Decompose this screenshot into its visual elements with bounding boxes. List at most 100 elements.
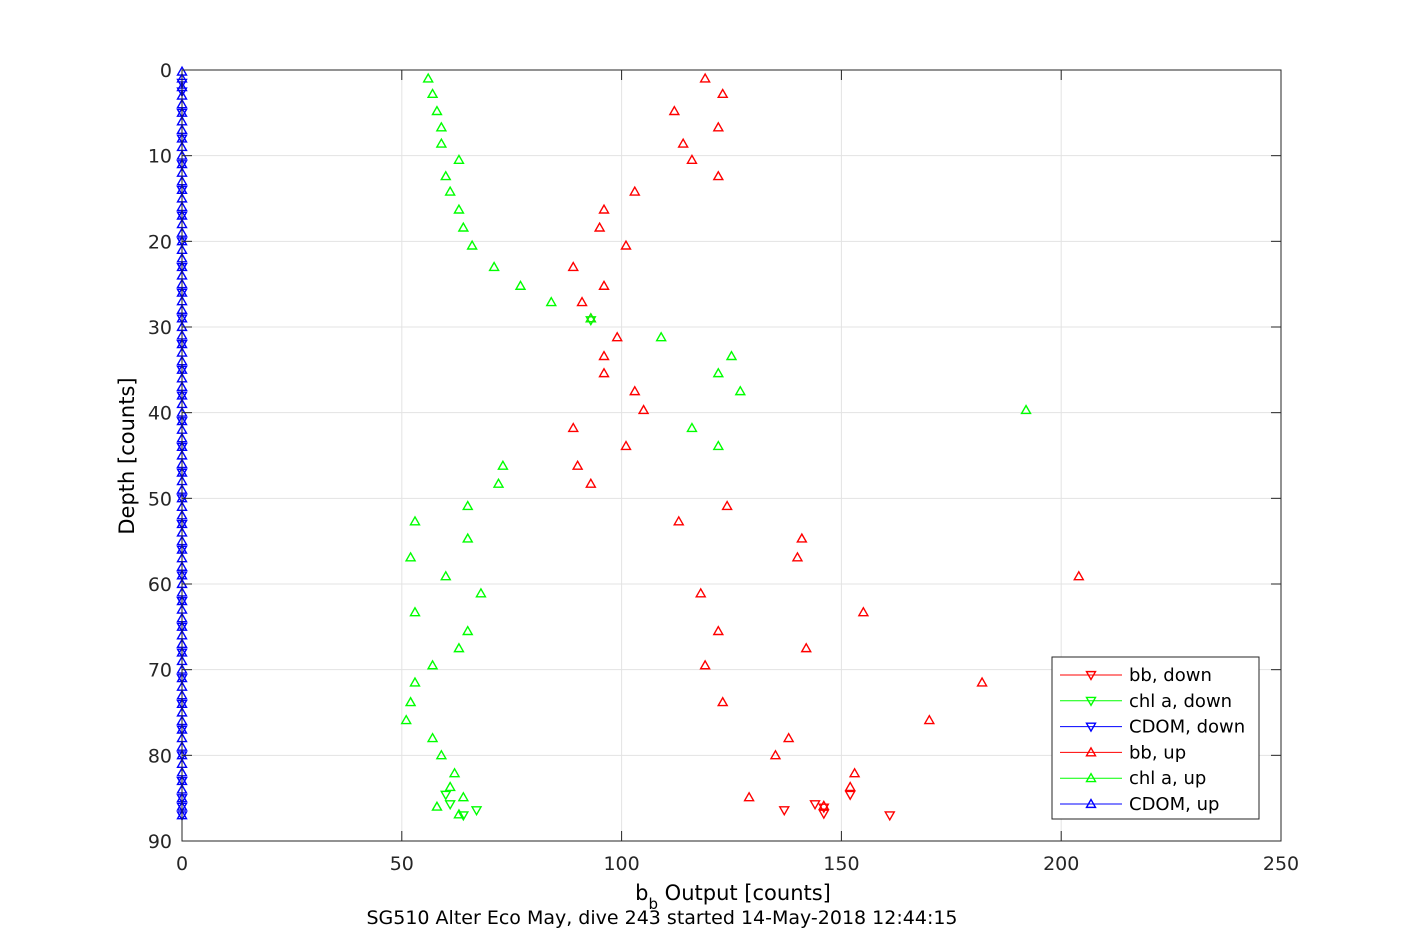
x-tick-label: 0 [176,853,188,875]
data-point-series-0 [818,803,830,814]
data-point-series-1 [585,316,597,327]
data-point-series-3 [791,551,804,562]
x-tick-label: 250 [1263,853,1299,875]
data-point-series-3 [844,781,856,792]
x-axis-label-rest: Output [counts] [658,881,831,905]
data-point-series-0 [818,809,830,820]
data-point-series-3 [848,767,861,778]
data-point-series-4 [686,422,698,433]
legend-label: CDOM, up [1129,794,1219,815]
data-point-series-4 [435,749,448,760]
legend-marker [1085,722,1097,733]
data-point-series-3 [1073,570,1085,581]
data-point-series-3 [699,659,711,670]
data-point-series-4 [409,606,421,617]
axes-box [181,69,1282,842]
chart-title: SG510 Alter Eco May, dive 243 started 14… [366,907,957,929]
data-point-series-4 [435,121,448,132]
legend-marker [1085,670,1097,681]
y-tick-label: 20 [148,231,172,253]
data-point-series-1 [457,811,470,822]
data-point-series-3 [712,170,725,181]
data-point-series-4 [545,296,557,307]
data-point-series-4 [488,261,500,272]
data-point-series-4 [585,312,597,323]
y-tick-label: 40 [148,403,172,425]
data-point-series-4 [712,440,725,451]
data-point-series-4 [734,385,746,396]
x-axis-label: bb Output [counts] [635,881,831,913]
data-point-series-3 [686,154,698,165]
data-point-series-4 [404,551,417,562]
data-point-series-3 [629,185,641,196]
data-point-series-4 [444,781,456,792]
data-point-series-3 [567,422,579,433]
x-tick-label: 150 [823,853,859,875]
data-point-series-4 [457,221,470,232]
x-tick-label: 50 [390,853,414,875]
y-tick-label: 0 [160,60,172,82]
data-point-series-4 [426,88,439,99]
data-point-series-4 [712,367,725,378]
legend-marker [1085,798,1097,809]
data-point-series-3 [717,696,729,707]
data-point-series-3 [712,121,725,132]
data-point-series-3 [620,440,632,451]
legend-marker [1085,746,1097,757]
data-point-series-3 [576,296,588,307]
data-point-series-3 [598,203,610,214]
data-point-series-3 [593,221,606,232]
data-point-series-4 [725,350,738,361]
y-tick-label: 10 [148,146,172,168]
y-tick-label: 70 [148,660,172,682]
data-point-series-4 [404,696,417,707]
data-point-series-4 [462,625,474,636]
legend-marker [1085,696,1097,707]
data-point-series-4 [655,331,667,342]
data-point-series-3 [796,532,808,543]
x-axis-label-main: b [635,881,648,905]
data-point-series-4 [440,170,452,181]
data-point-series-3 [782,732,795,743]
data-point-series-3 [699,72,711,83]
legend-marker [1085,772,1097,783]
data-point-series-4 [453,203,465,214]
y-tick-label: 90 [148,831,172,853]
data-point-series-0 [809,800,821,811]
data-point-series-4 [497,459,509,470]
y-tick-label: 80 [148,745,172,767]
data-point-series-3 [598,279,610,290]
data-point-series-0 [884,811,896,822]
data-point-series-4 [453,808,465,819]
legend-label: chl a, up [1129,768,1206,789]
data-point-series-4 [426,732,439,743]
data-point-series-3 [818,799,830,810]
data-point-series-3 [611,331,623,342]
legend-label: bb, up [1129,742,1186,763]
y-tick-label: 30 [148,317,172,339]
data-point-series-4 [426,659,439,670]
legend-label: CDOM, down [1129,717,1245,738]
data-point-series-3 [800,642,812,653]
data-point-series-3 [677,137,689,148]
data-point-series-3 [598,350,610,361]
legend-label: chl a, down [1129,691,1232,712]
data-point-series-4 [453,154,465,165]
data-point-series-4 [448,767,461,778]
data-point-series-4 [431,800,443,811]
data-point-series-4 [422,72,434,83]
data-point-series-0 [778,806,790,817]
data-point-series-1 [470,806,483,817]
data-point-series-3 [857,606,870,617]
data-point-series-4 [457,791,470,802]
data-point-series-4 [462,500,474,511]
data-point-series-4 [1020,404,1032,415]
data-point-series-4 [492,477,505,488]
data-point-series-4 [409,515,421,526]
data-point-series-4 [475,587,487,598]
x-axis-label-subscript: b [648,895,658,913]
data-point-series-3 [976,676,988,687]
data-point-series-4 [514,279,527,290]
x-tick-labels: 0 50 100 150 200 250 [176,70,1299,875]
